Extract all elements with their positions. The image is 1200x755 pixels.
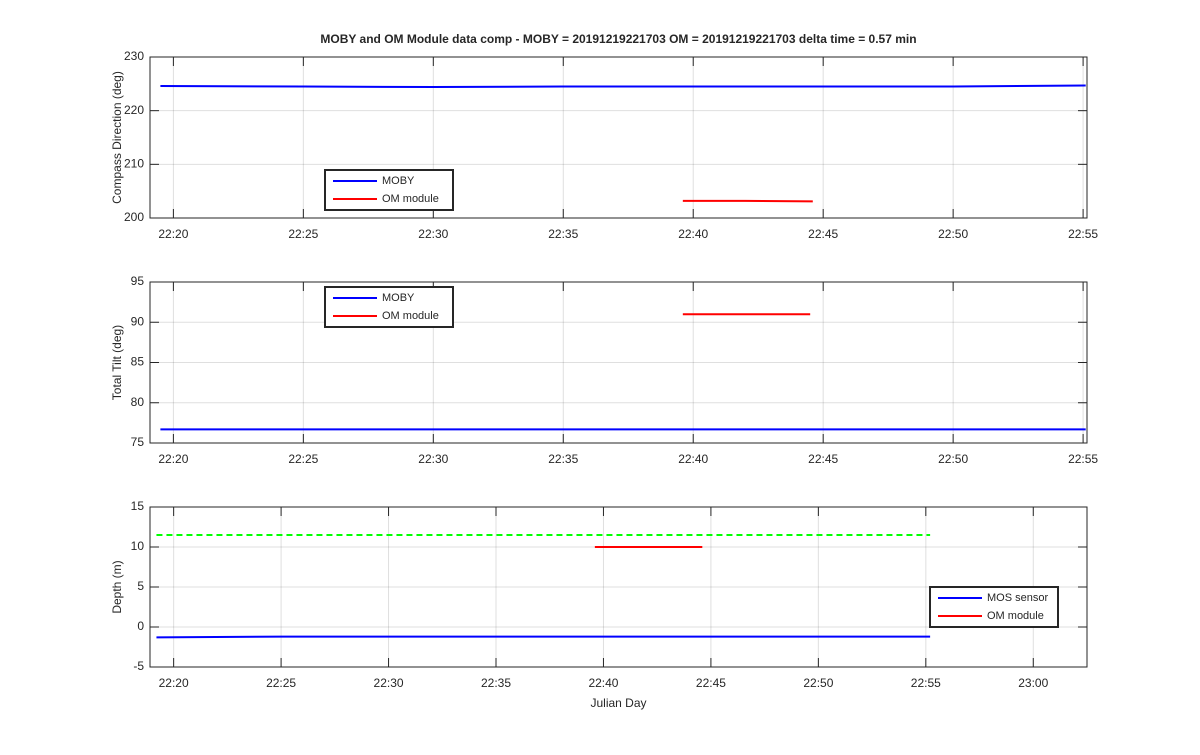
y-tick-label: 15 bbox=[131, 499, 145, 513]
x-tick-label: 22:40 bbox=[678, 452, 708, 466]
x-tick-label: 22:25 bbox=[266, 676, 296, 690]
x-tick-label: 22:55 bbox=[1068, 227, 1098, 241]
y-tick-label: 0 bbox=[137, 619, 144, 633]
x-tick-label: 22:35 bbox=[481, 676, 511, 690]
x-tick-label: 22:45 bbox=[808, 227, 838, 241]
x-tick-label: 22:50 bbox=[938, 227, 968, 241]
x-tick-label: 22:45 bbox=[696, 676, 726, 690]
x-tick-label: 22:40 bbox=[588, 676, 618, 690]
legend-label: MOS sensor bbox=[987, 592, 1048, 604]
x-tick-label: 22:30 bbox=[374, 676, 404, 690]
x-tick-label: 22:50 bbox=[938, 452, 968, 466]
y-axis-label: Depth (m) bbox=[110, 560, 124, 613]
y-tick-label: 90 bbox=[131, 314, 145, 328]
data-line bbox=[682, 199, 813, 203]
legend-label: OM module bbox=[987, 610, 1044, 622]
legend-box bbox=[324, 286, 454, 328]
x-tick-label: 22:30 bbox=[418, 452, 448, 466]
x-tick-label: 22:55 bbox=[1068, 452, 1098, 466]
x-tick-label: 22:20 bbox=[159, 676, 189, 690]
y-tick-label: 230 bbox=[124, 49, 144, 63]
x-tick-label: 23:00 bbox=[1018, 676, 1048, 690]
y-tick-label: 10 bbox=[131, 539, 145, 553]
axes-background bbox=[150, 282, 1087, 443]
y-tick-label: 80 bbox=[131, 395, 145, 409]
legend-box bbox=[929, 586, 1059, 628]
x-axis-label: Julian Day bbox=[590, 696, 646, 710]
legend-label: MOBY bbox=[382, 292, 415, 304]
legend-box bbox=[324, 169, 454, 211]
x-tick-label: 22:45 bbox=[808, 452, 838, 466]
x-tick-label: 22:25 bbox=[288, 452, 318, 466]
y-tick-label: -5 bbox=[133, 659, 144, 673]
y-axis-label: Total Tilt (deg) bbox=[110, 325, 124, 400]
axes-box bbox=[149, 506, 1088, 668]
x-tick-label: 22:55 bbox=[911, 676, 941, 690]
y-tick-label: 200 bbox=[124, 210, 144, 224]
x-tick-label: 22:50 bbox=[803, 676, 833, 690]
x-tick-label: 22:30 bbox=[418, 227, 448, 241]
y-tick-label: 85 bbox=[131, 355, 145, 369]
y-axis-label: Compass Direction (deg) bbox=[110, 71, 124, 204]
data-line bbox=[160, 84, 1086, 89]
y-tick-label: 75 bbox=[131, 435, 145, 449]
x-tick-label: 22:40 bbox=[678, 227, 708, 241]
data-line bbox=[156, 635, 931, 639]
y-tick-label: 220 bbox=[124, 103, 144, 117]
legend-label: OM module bbox=[382, 193, 439, 205]
chart-title: MOBY and OM Module data comp - MOBY = 20… bbox=[320, 32, 916, 46]
x-tick-label: 22:20 bbox=[158, 452, 188, 466]
legend-label: MOBY bbox=[382, 175, 415, 187]
y-tick-label: 210 bbox=[124, 157, 144, 171]
axes-background bbox=[150, 57, 1087, 218]
axes-box bbox=[149, 281, 1088, 444]
y-tick-label: 5 bbox=[137, 579, 144, 593]
y-tick-label: 95 bbox=[131, 274, 145, 288]
x-tick-label: 22:20 bbox=[158, 227, 188, 241]
x-tick-label: 22:25 bbox=[288, 227, 318, 241]
legend-label: OM module bbox=[382, 310, 439, 322]
axes-box bbox=[149, 56, 1088, 219]
x-tick-label: 22:35 bbox=[548, 452, 578, 466]
x-tick-label: 22:35 bbox=[548, 227, 578, 241]
